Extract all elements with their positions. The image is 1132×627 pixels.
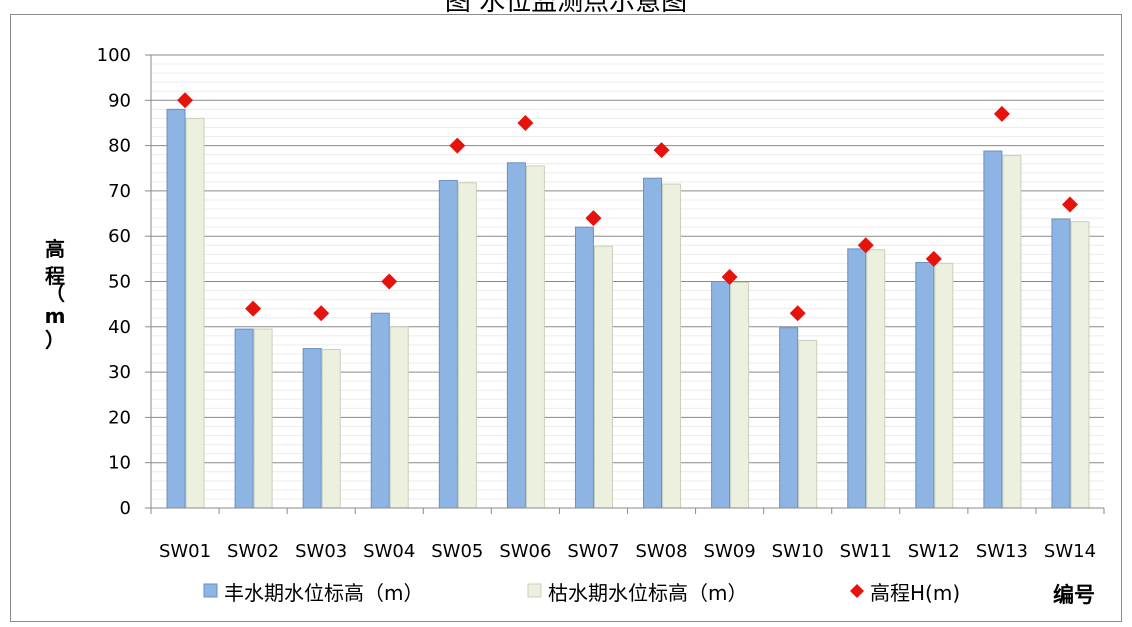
y-tick-label: 60 xyxy=(108,226,131,247)
x-tick-label: SW12 xyxy=(908,541,960,562)
y-axis-label-char: （ xyxy=(45,281,65,305)
y-tick-label: 80 xyxy=(108,136,131,157)
marker-SW13 xyxy=(993,105,1010,122)
y-tick-label: 90 xyxy=(108,90,131,111)
x-tick-label: SW02 xyxy=(227,541,279,562)
bar-SW01-s2 xyxy=(185,117,205,509)
x-tick-label: SW01 xyxy=(159,541,211,562)
bar-SW05-s1 xyxy=(438,179,458,509)
marker-SW03 xyxy=(313,305,330,322)
bar-SW03-s2 xyxy=(321,348,341,509)
bar-SW01-s1 xyxy=(166,108,186,509)
marker-SW07 xyxy=(585,210,602,227)
axes-layer: SW01 SW02 SW03 SW04 SW05 SW06 SW07 SW08 SW09 SW10… xyxy=(145,54,1105,562)
y-axis-label-char: 程 xyxy=(45,264,65,288)
marker-SW01 xyxy=(177,92,194,109)
y-tick-label: 70 xyxy=(108,181,131,202)
y-tick-label: 20 xyxy=(108,407,131,428)
legend: 丰水期水位标高（m） 枯水期水位标高（m） 高程H(m) xyxy=(203,581,960,605)
x-tick-label: SW08 xyxy=(635,541,687,562)
marker-SW11 xyxy=(857,237,874,254)
marker-SW09 xyxy=(721,268,738,285)
bar-SW02-s2 xyxy=(253,328,273,509)
x-tick-label: SW10 xyxy=(772,541,824,562)
page-title: 图 水位监测点示意图 xyxy=(444,0,688,17)
bar-SW04-s2 xyxy=(389,326,409,509)
marker-SW02 xyxy=(245,300,262,317)
x-tick-label: SW09 xyxy=(704,541,756,562)
chart-frame xyxy=(10,14,1122,622)
legend-label: 丰水期水位标高（m） xyxy=(224,581,423,605)
y-tick-label: 100 xyxy=(97,45,131,66)
x-axis-label: 编号 xyxy=(1053,583,1095,607)
y-tick-label: 30 xyxy=(108,362,131,383)
marker-SW10 xyxy=(789,305,806,322)
bar-SW08-s2 xyxy=(662,183,682,509)
bar-SW12-s1 xyxy=(915,261,935,509)
legend-marker xyxy=(850,584,864,598)
marker-SW06 xyxy=(517,114,534,131)
bar-SW11-s2 xyxy=(866,249,886,509)
bar-SW14-s1 xyxy=(1051,218,1071,509)
bar-SW09-s2 xyxy=(730,281,750,509)
bar-SW10-s1 xyxy=(779,327,799,509)
x-tick-label: SW04 xyxy=(363,541,415,562)
x-tick-label: SW13 xyxy=(976,541,1028,562)
bar-SW14-s2 xyxy=(1070,221,1090,509)
bar-SW07-s2 xyxy=(593,245,613,509)
x-tick-label: SW07 xyxy=(567,541,619,562)
bar-SW07-s1 xyxy=(574,226,594,509)
legend-label: 高程H(m) xyxy=(870,581,960,605)
bar-SW04-s1 xyxy=(370,312,390,509)
bar-SW03-s1 xyxy=(302,348,322,509)
x-tick-label: SW05 xyxy=(431,541,483,562)
bar-SW06-s1 xyxy=(506,162,526,509)
y-axis-label-char: m xyxy=(45,304,66,328)
y-tick-label: 10 xyxy=(108,453,131,474)
y-tick-label: 0 xyxy=(120,498,131,519)
bar-SW10-s2 xyxy=(798,339,818,509)
bar-SW05-s2 xyxy=(457,182,477,509)
bar-SW06-s2 xyxy=(525,165,545,509)
x-tick-label: SW11 xyxy=(840,541,892,562)
marker-SW05 xyxy=(449,137,466,154)
x-tick-label: SW03 xyxy=(295,541,347,562)
y-axis-label-char: 高 xyxy=(45,237,65,261)
bar-SW09-s1 xyxy=(711,281,731,509)
legend-swatch xyxy=(203,583,218,598)
y-tick-label: 50 xyxy=(108,272,131,293)
bar-SW13-s1 xyxy=(983,150,1003,509)
bars-layer xyxy=(166,108,1090,509)
y-axis-label-char: ） xyxy=(45,328,65,352)
y-tick-label: 40 xyxy=(108,317,131,338)
x-tick-label: SW14 xyxy=(1044,541,1096,562)
bar-SW12-s2 xyxy=(934,262,954,509)
marker-SW08 xyxy=(653,142,670,159)
legend-swatch xyxy=(527,583,542,598)
y-axis-label: 高程（m） xyxy=(45,237,66,352)
marker-SW04 xyxy=(381,273,398,290)
marker-SW14 xyxy=(1061,196,1078,213)
bar-SW13-s2 xyxy=(1002,155,1022,509)
legend-label: 枯水期水位标高（m） xyxy=(548,581,747,605)
bar-SW02-s1 xyxy=(234,328,254,509)
bar-SW08-s1 xyxy=(643,177,663,509)
markers-layer xyxy=(177,92,1078,322)
bar-SW11-s1 xyxy=(847,248,867,509)
x-tick-label: SW06 xyxy=(499,541,551,562)
marker-SW12 xyxy=(925,250,942,267)
